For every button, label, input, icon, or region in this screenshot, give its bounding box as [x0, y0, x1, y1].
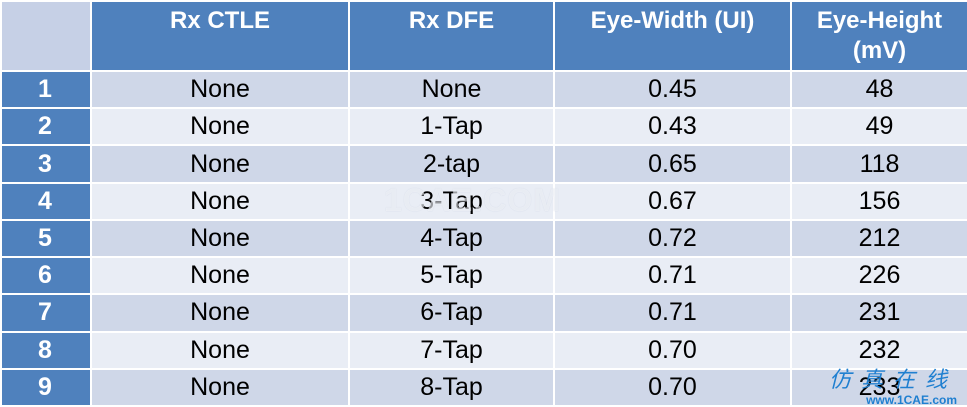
rx-ctle-cell: None	[90, 293, 350, 333]
rx-dfe-cell: 8-Tap	[348, 367, 555, 407]
table-row: 5 None 4-Tap 0.72 212	[0, 218, 967, 259]
rx-ctle-cell: None	[90, 69, 350, 110]
rx-dfe-cell: 5-Tap	[348, 256, 555, 296]
header-row: Rx CTLE Rx DFE Eye-Width (UI) Eye-Height…	[0, 0, 967, 72]
header-eye-width: Eye-Width (UI)	[553, 0, 792, 72]
row-index: 8	[0, 330, 92, 370]
rx-ctle-cell: None	[90, 330, 350, 370]
rx-dfe-cell: 3-Tap	[348, 181, 555, 221]
eye-height-cell: 156	[790, 181, 967, 221]
row-index: 5	[0, 218, 92, 259]
header-eye-height: Eye-Height (mV)	[790, 0, 967, 72]
rx-ctle-cell: None	[90, 181, 350, 221]
row-index: 1	[0, 69, 92, 110]
rx-dfe-cell: 4-Tap	[348, 218, 555, 259]
table-row: 8 None 7-Tap 0.70 232	[0, 330, 967, 370]
header-rx-dfe: Rx DFE	[348, 0, 555, 72]
rx-dfe-cell: 1-Tap	[348, 107, 555, 147]
eye-width-cell: 0.65	[553, 144, 792, 184]
eye-width-cell: 0.43	[553, 107, 792, 147]
table-row: 2 None 1-Tap 0.43 49	[0, 107, 967, 147]
rx-ctle-cell: None	[90, 367, 350, 407]
table-row: 9 None 8-Tap 0.70 233	[0, 367, 967, 407]
eye-width-cell: 0.71	[553, 256, 792, 296]
eye-width-cell: 0.67	[553, 181, 792, 221]
row-index: 7	[0, 293, 92, 333]
eye-height-cell: 231	[790, 293, 967, 333]
table-row: 7 None 6-Tap 0.71 231	[0, 293, 967, 333]
row-index: 6	[0, 256, 92, 296]
rx-ctle-cell: None	[90, 256, 350, 296]
row-index: 9	[0, 367, 92, 407]
rx-ctle-cell: None	[90, 218, 350, 259]
row-index: 3	[0, 144, 92, 184]
table-row: 4 None 3-Tap 0.67 156	[0, 181, 967, 221]
eye-width-cell: 0.45	[553, 69, 792, 110]
eye-height-cell: 226	[790, 256, 967, 296]
table-row: 6 None 5-Tap 0.71 226	[0, 256, 967, 296]
rx-dfe-cell: 2-tap	[348, 144, 555, 184]
rx-ctle-cell: None	[90, 107, 350, 147]
row-index: 2	[0, 107, 92, 147]
eye-height-cell: 49	[790, 107, 967, 147]
rx-dfe-cell: None	[348, 69, 555, 110]
eye-height-cell: 233	[790, 367, 967, 407]
eye-height-cell: 118	[790, 144, 967, 184]
rx-ctle-cell: None	[90, 144, 350, 184]
header-corner	[0, 0, 92, 72]
table-row: 1 None None 0.45 48	[0, 69, 967, 110]
eye-height-cell: 232	[790, 330, 967, 370]
eye-width-cell: 0.72	[553, 218, 792, 259]
eye-height-cell: 48	[790, 69, 967, 110]
eye-width-cell: 0.70	[553, 330, 792, 370]
table-row: 3 None 2-tap 0.65 118	[0, 144, 967, 184]
eye-width-cell: 0.70	[553, 367, 792, 407]
row-index: 4	[0, 181, 92, 221]
eye-width-cell: 0.71	[553, 293, 792, 333]
rx-dfe-cell: 6-Tap	[348, 293, 555, 333]
rx-dfe-cell: 7-Tap	[348, 330, 555, 370]
eye-height-cell: 212	[790, 218, 967, 259]
header-rx-ctle: Rx CTLE	[90, 0, 350, 72]
